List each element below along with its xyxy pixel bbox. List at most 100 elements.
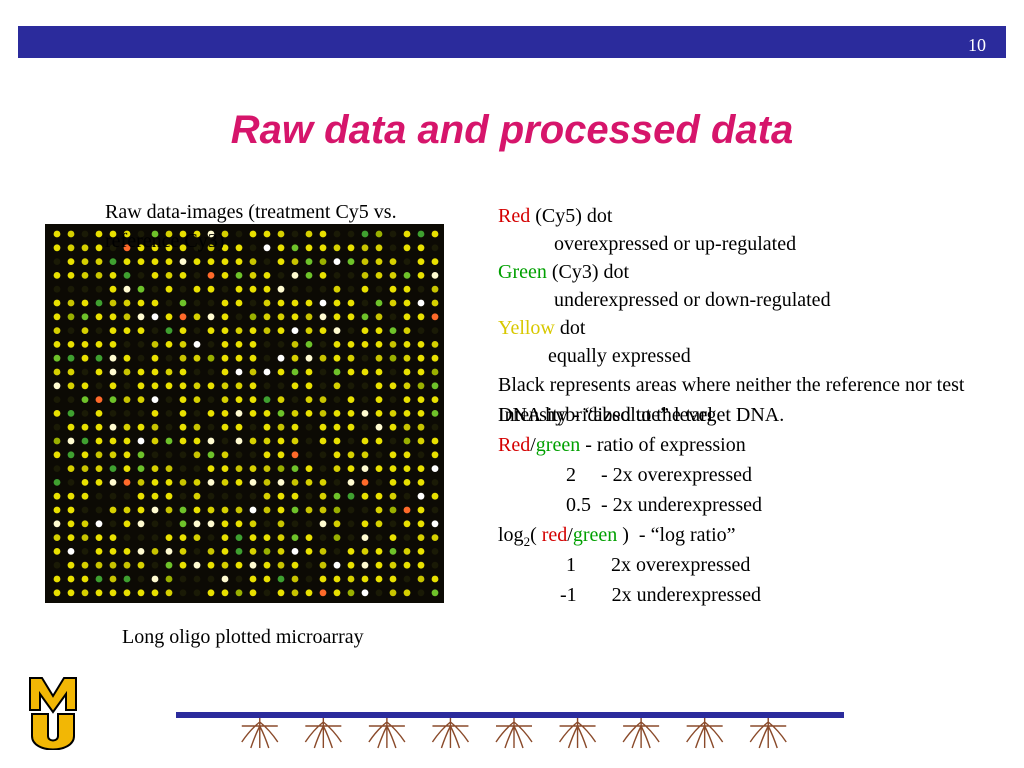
microarray-spot: [53, 575, 61, 583]
root-icon: [749, 718, 787, 749]
log-red: red: [541, 524, 568, 546]
microarray-spot: [67, 341, 75, 348]
microarray-spot: [179, 437, 187, 445]
root-icon: [368, 718, 406, 749]
microarray-spot: [109, 437, 117, 445]
microarray-spot: [291, 423, 299, 431]
microarray-spot: [291, 368, 299, 376]
microarray-spot: [263, 506, 271, 514]
microarray-spot: [123, 548, 131, 555]
microarray-spot: [53, 382, 61, 390]
microarray-spot: [403, 244, 411, 252]
microarray-spot: [235, 354, 243, 362]
log-green: green: [572, 524, 618, 546]
microarray-spot: [431, 423, 439, 431]
microarray-spot: [277, 589, 285, 597]
microarray-spot: [81, 272, 89, 279]
microarray-spot: [333, 423, 341, 431]
microarray-spot: [333, 230, 341, 238]
microarray-spot: [249, 327, 257, 334]
microarray-spot: [109, 230, 117, 238]
microarray-spot: [137, 451, 145, 459]
microarray-spot: [389, 244, 397, 252]
microarray-spot: [151, 479, 159, 486]
microarray-spot: [361, 520, 369, 528]
microarray-spot: [291, 410, 299, 417]
microarray-spot: [179, 561, 187, 569]
microarray-spot: [221, 506, 229, 514]
microarray-spot: [235, 479, 243, 486]
microarray-spot: [137, 520, 145, 528]
microarray-spot: [319, 396, 327, 403]
microarray-spot: [389, 423, 397, 431]
microarray-spot: [277, 368, 285, 376]
microarray-spot: [123, 437, 131, 445]
microarray-spot: [193, 506, 201, 514]
microarray-spot: [109, 272, 117, 279]
microarray-spot: [193, 258, 201, 265]
microarray-spot: [347, 561, 355, 569]
microarray-spot: [137, 506, 145, 514]
microarray-spot: [151, 258, 159, 265]
microarray-spot: [123, 368, 131, 376]
microarray-spot: [431, 244, 439, 252]
microarray-spot: [221, 396, 229, 403]
microarray-spot: [81, 479, 89, 486]
microarray-spot: [291, 396, 299, 403]
microarray-spot: [249, 354, 257, 362]
microarray-spot: [151, 465, 159, 472]
microarray-spot: [193, 272, 201, 279]
microarray-spot: [431, 589, 439, 597]
microarray-spot: [67, 244, 75, 252]
microarray-spot: [417, 313, 425, 321]
microarray-spot: [403, 548, 411, 555]
microarray-spot: [431, 341, 439, 348]
microarray-spot: [291, 561, 299, 569]
microarray-spot: [305, 410, 313, 417]
microarray-spot: [207, 479, 215, 486]
microarray-spot: [319, 368, 327, 376]
microarray-spot: [375, 465, 383, 472]
microarray-image: [45, 224, 444, 603]
microarray-spot: [263, 437, 271, 445]
microarray-spot: [389, 382, 397, 390]
microarray-spot: [81, 465, 89, 472]
microarray-spot: [361, 451, 369, 459]
microarray-spot: [221, 299, 229, 307]
microarray-spot: [389, 272, 397, 279]
microarray-spot: [207, 368, 215, 376]
microarray-spot: [333, 258, 341, 265]
microarray-spot: [305, 548, 313, 555]
microarray-spot: [109, 520, 117, 528]
microarray-spot: [81, 354, 89, 362]
microarray-spot: [361, 492, 369, 500]
microarray-spot: [403, 327, 411, 334]
microarray-spot: [53, 368, 61, 376]
microarray-spot: [151, 589, 159, 597]
microarray-spot: [333, 396, 341, 403]
microarray-spot: [277, 313, 285, 321]
microarray-spot: [249, 272, 257, 279]
microarray-spot: [249, 534, 257, 541]
microarray-spot: [347, 410, 355, 417]
microarray-spot: [403, 258, 411, 265]
microarray-spot: [249, 341, 257, 348]
microarray-spot: [207, 354, 215, 362]
microarray-spot: [417, 506, 425, 514]
microarray-spot: [53, 299, 61, 307]
microarray-spot: [361, 534, 369, 541]
microarray-spot: [263, 396, 271, 403]
microarray-spot: [389, 258, 397, 265]
microarray-spot: [389, 451, 397, 459]
microarray-spot: [305, 423, 313, 431]
microarray-spot: [207, 396, 215, 403]
microarray-spot: [179, 534, 187, 541]
microarray-spot: [67, 548, 75, 555]
microarray-spot: [137, 354, 145, 362]
microarray-spot: [95, 520, 103, 528]
microarray-spot: [179, 272, 187, 279]
microarray-spot: [305, 230, 313, 238]
microarray-spot: [109, 492, 117, 500]
microarray-spot: [193, 520, 201, 528]
microarray-spot: [53, 465, 61, 472]
